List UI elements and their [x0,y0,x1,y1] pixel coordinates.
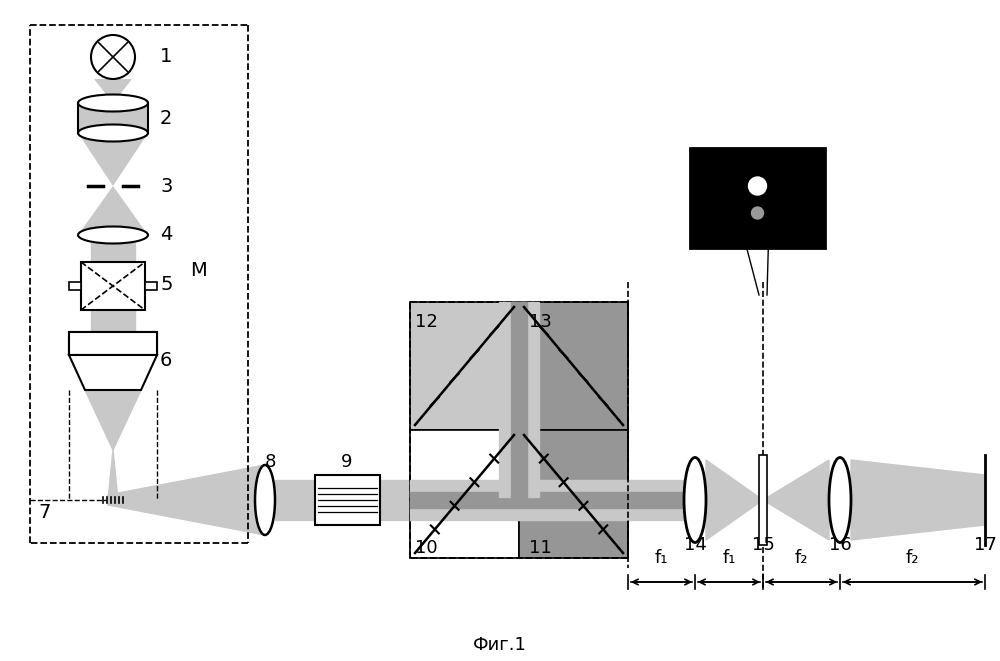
Polygon shape [706,500,763,540]
Polygon shape [706,480,763,520]
Text: 6: 6 [160,350,172,369]
Polygon shape [410,430,519,558]
Text: f₂: f₂ [906,549,919,567]
Bar [69,332,157,355]
Bar [690,148,825,248]
Polygon shape [851,515,985,540]
Bar [315,475,380,525]
Ellipse shape [78,95,148,112]
Text: 10: 10 [415,539,438,557]
Polygon shape [410,492,628,508]
Polygon shape [69,332,157,355]
Polygon shape [763,500,829,540]
Bar [759,455,767,545]
Polygon shape [410,480,628,497]
Polygon shape [628,492,685,508]
Polygon shape [628,480,685,520]
Text: M: M [190,260,207,280]
Text: 16: 16 [829,536,851,554]
Polygon shape [78,133,148,186]
Polygon shape [511,302,527,500]
Polygon shape [519,302,628,430]
Polygon shape [79,103,147,133]
Text: f₁: f₁ [722,549,736,567]
Polygon shape [851,480,985,520]
Bar [81,262,145,310]
Text: 9: 9 [341,453,353,471]
Bar [145,282,157,290]
Text: 5: 5 [160,276,173,295]
Text: 17: 17 [974,536,996,554]
Polygon shape [91,332,135,355]
Polygon shape [94,79,132,103]
Text: 4: 4 [160,225,172,245]
Polygon shape [410,503,628,520]
Polygon shape [851,460,985,485]
Text: 12: 12 [415,313,438,331]
Text: 3: 3 [160,176,172,196]
Polygon shape [410,302,519,430]
Ellipse shape [684,457,706,543]
Polygon shape [380,480,410,520]
Polygon shape [113,465,265,500]
Polygon shape [108,465,265,535]
Polygon shape [69,355,157,390]
Polygon shape [763,460,829,500]
Text: 7: 7 [38,504,50,522]
Ellipse shape [78,124,148,141]
Circle shape [91,35,135,79]
Circle shape [748,177,767,195]
Text: 13: 13 [529,313,552,331]
Ellipse shape [829,457,851,543]
Text: 1: 1 [160,48,172,67]
Polygon shape [91,262,135,310]
Text: 11: 11 [529,539,552,557]
Polygon shape [113,500,265,535]
Polygon shape [275,480,380,520]
Bar [69,282,81,290]
Text: 8: 8 [264,453,276,471]
Polygon shape [108,450,118,500]
Text: 14: 14 [684,536,706,554]
Polygon shape [706,460,763,500]
Text: 15: 15 [752,536,774,554]
Text: 2: 2 [160,108,172,128]
Circle shape [752,207,764,219]
Polygon shape [85,390,141,450]
Polygon shape [91,243,135,260]
Polygon shape [91,310,135,332]
Text: f₂: f₂ [795,549,808,567]
Polygon shape [519,430,628,558]
Polygon shape [78,186,148,235]
Polygon shape [499,302,539,497]
Text: Фиг.1: Фиг.1 [473,636,527,654]
Text: f₁: f₁ [655,549,668,567]
Ellipse shape [255,465,275,535]
Polygon shape [763,480,829,520]
Ellipse shape [78,227,148,243]
